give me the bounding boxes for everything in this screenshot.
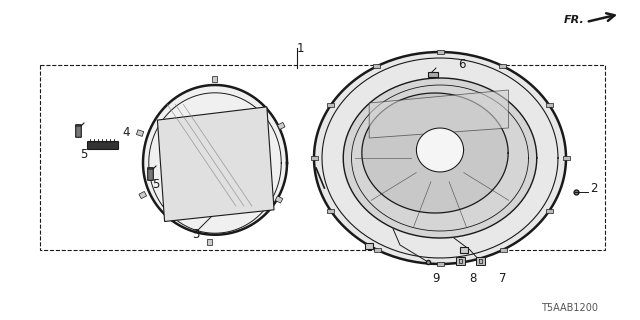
Bar bbox=[212, 76, 217, 83]
Polygon shape bbox=[417, 128, 463, 172]
FancyBboxPatch shape bbox=[76, 125, 81, 137]
Bar bbox=[139, 191, 147, 199]
FancyBboxPatch shape bbox=[88, 141, 118, 149]
Bar bbox=[476, 257, 485, 265]
Text: 8: 8 bbox=[469, 271, 476, 284]
Bar bbox=[40, 65, 605, 250]
Polygon shape bbox=[362, 93, 508, 213]
Text: 1: 1 bbox=[297, 42, 305, 54]
Text: T5AAB1200: T5AAB1200 bbox=[541, 303, 598, 313]
Bar bbox=[328, 209, 334, 213]
Bar bbox=[328, 103, 334, 107]
Bar bbox=[436, 262, 444, 266]
Polygon shape bbox=[143, 85, 287, 235]
Text: 2: 2 bbox=[590, 181, 598, 195]
Text: 4: 4 bbox=[122, 126, 129, 140]
Polygon shape bbox=[369, 90, 508, 138]
Bar bbox=[499, 64, 506, 68]
Polygon shape bbox=[314, 52, 566, 264]
Bar bbox=[374, 64, 381, 68]
Bar bbox=[207, 238, 212, 244]
Bar bbox=[374, 248, 381, 252]
Bar bbox=[136, 130, 144, 136]
Bar bbox=[277, 122, 285, 130]
Bar bbox=[499, 248, 506, 252]
Bar bbox=[460, 247, 468, 253]
Bar bbox=[546, 209, 552, 213]
Polygon shape bbox=[343, 78, 537, 238]
Text: FR.: FR. bbox=[564, 15, 585, 25]
Bar bbox=[275, 196, 283, 203]
Text: 9: 9 bbox=[432, 271, 440, 284]
Bar bbox=[365, 243, 373, 249]
Bar bbox=[436, 50, 444, 54]
Bar bbox=[310, 156, 317, 160]
Bar bbox=[428, 72, 438, 77]
Bar bbox=[546, 103, 552, 107]
Text: 5: 5 bbox=[80, 148, 88, 162]
Polygon shape bbox=[157, 107, 274, 221]
Bar bbox=[563, 156, 570, 160]
Text: 3: 3 bbox=[192, 228, 200, 242]
Text: 7: 7 bbox=[499, 271, 506, 284]
FancyBboxPatch shape bbox=[148, 168, 154, 180]
Bar bbox=[456, 257, 465, 265]
Text: 6: 6 bbox=[458, 59, 465, 71]
Text: 5: 5 bbox=[152, 179, 159, 191]
